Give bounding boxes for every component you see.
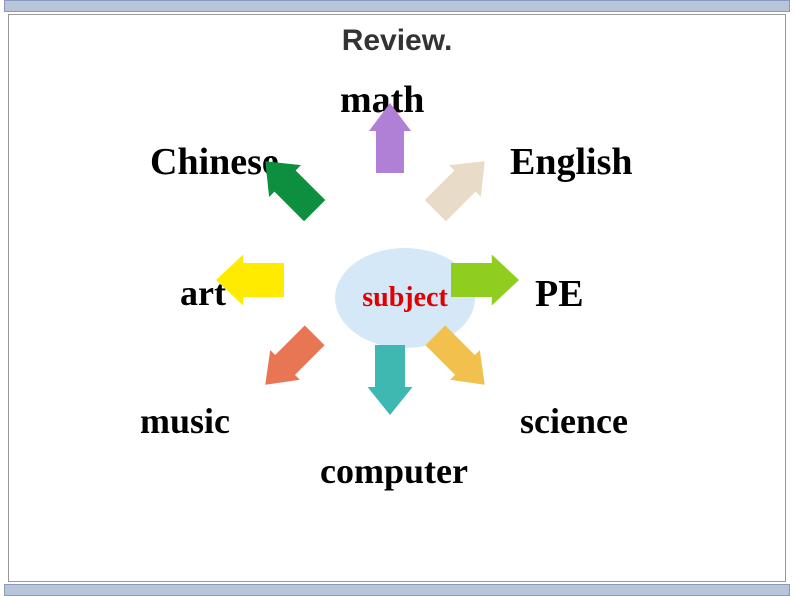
page-title: Review. (0, 24, 794, 58)
border-top (4, 0, 790, 12)
arrow-right (451, 255, 519, 306)
subject-label: computer (320, 450, 468, 492)
subject-label: science (520, 400, 628, 442)
subject-label: PE (535, 272, 584, 316)
arrow-up (369, 103, 411, 173)
border-bottom (4, 584, 790, 596)
subject-label: English (510, 140, 633, 184)
arrow-down (368, 345, 413, 415)
subject-label: music (140, 400, 230, 442)
center-label: subject (362, 282, 448, 314)
arrow-left (216, 255, 284, 306)
